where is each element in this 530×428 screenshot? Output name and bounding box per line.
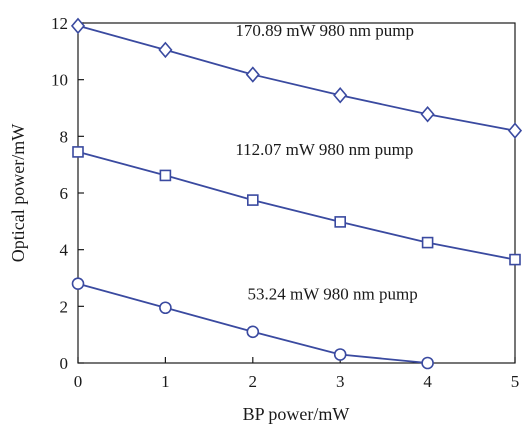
series-circle [71,277,434,370]
plot-frame [77,22,516,364]
x-tick-label: 0 [74,372,83,391]
y-tick-label: 10 [51,71,68,90]
y-tick-labels: 0 2 4 6 8 10 12 [51,14,69,373]
data-point-square [421,236,434,249]
data-point-square [72,146,84,158]
data-point-circle [159,301,172,315]
data-point-diamond [70,17,86,35]
y-axis-title: Optical power/mW [8,124,28,262]
series-diamond [70,17,523,139]
series-line [77,151,516,261]
x-axis-title: BP power/mW [243,404,350,424]
data-point-square [334,216,347,228]
x-tick-labels: 0 1 2 3 4 5 [74,372,520,391]
data-point-diamond [420,106,435,123]
x-tick-label: 2 [249,372,258,391]
series-label: 53.24 mW 980 nm pump [248,284,418,303]
data-point-diamond [158,41,173,59]
x-tick-label: 1 [161,372,170,391]
data-point-diamond [333,87,348,104]
series-label: 112.07 mW 980 nm pump [235,140,413,159]
y-tick-label: 0 [60,354,69,373]
y-tick-label: 4 [60,241,69,260]
y-tick-label: 8 [60,127,69,146]
data-point-square [509,253,521,266]
data-point-diamond [507,122,523,139]
data-point-square [247,194,259,206]
series-layer [70,17,523,370]
data-point-square [159,169,172,182]
series-labels: 170.89 mW 980 nm pump 112.07 mW 980 nm pu… [235,21,417,304]
y-tick-label: 6 [60,184,69,203]
data-point-diamond [245,66,260,83]
x-tick-label: 5 [511,372,520,391]
data-point-circle [333,348,347,361]
data-point-circle [71,277,85,290]
axis-ticks [77,22,516,364]
series-label: 170.89 mW 980 nm pump [235,21,414,40]
series-square [72,146,521,266]
y-tick-label: 12 [51,14,68,33]
y-tick-label: 2 [60,297,69,316]
series-line [77,24,516,132]
x-tick-label: 4 [423,372,432,391]
x-tick-label: 3 [336,372,345,391]
data-point-circle [421,356,434,370]
data-point-circle [246,325,260,339]
